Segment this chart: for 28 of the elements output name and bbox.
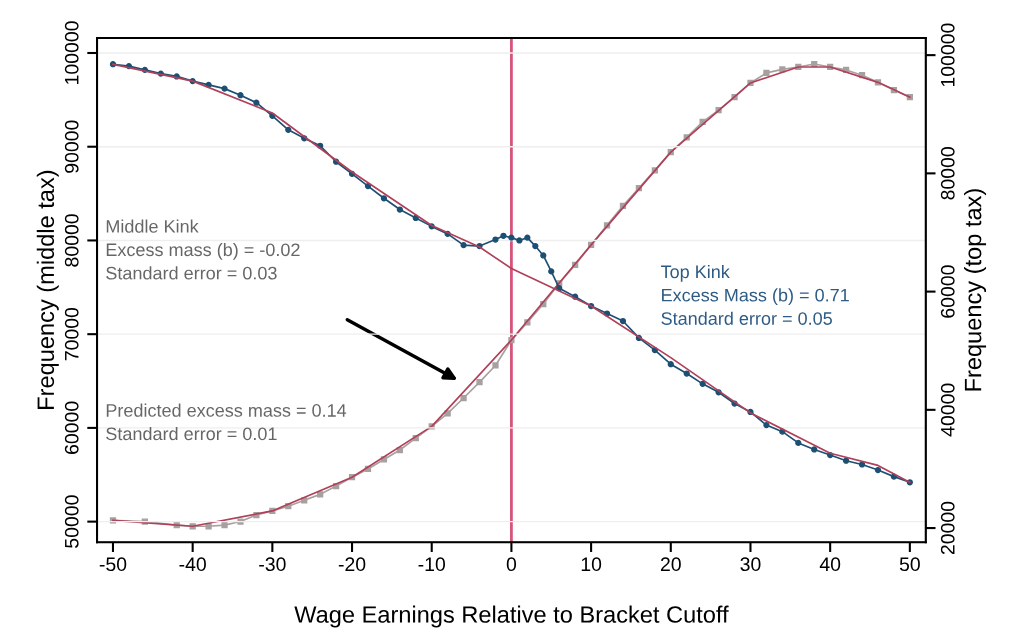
x-tick-label: 0 <box>506 557 517 572</box>
y-tick-label: 100000 <box>64 21 79 84</box>
y2-tick-label: 40000 <box>940 383 955 437</box>
y-tick-label: 80000 <box>64 214 79 267</box>
y2-tick-label: 100000 <box>940 23 955 87</box>
y-tick-label: 70000 <box>64 307 79 361</box>
annotation: Top Kink Excess Mass (b) = 0.71 Standard error = 0.05 <box>660 264 849 325</box>
y-tick-label: 60000 <box>64 401 79 454</box>
x-tick-label: 20 <box>660 557 681 572</box>
x-tick-label: -40 <box>179 557 206 572</box>
y-tick-label: 90000 <box>64 120 79 173</box>
y2-tick-label: 20000 <box>940 501 955 555</box>
x-tick-label: 10 <box>581 557 602 572</box>
y2-tick-label: 60000 <box>940 265 955 318</box>
y-tick-label: 50000 <box>64 495 79 548</box>
x-tick-label: -30 <box>259 557 286 572</box>
x-tick-label: 30 <box>740 557 761 572</box>
x-tick-label: 40 <box>819 557 841 572</box>
y2-axis-title: Frequency (top tax) <box>964 189 987 391</box>
annotation: Middle Kink Excess mass (b) = -0.02 Standard error = 0.03 <box>106 219 300 280</box>
x-tick-label: -50 <box>99 557 127 572</box>
x-tick-label: -20 <box>338 557 366 572</box>
x-axis-title: Wage Earnings Relative to Bracket Cutoff <box>294 605 729 628</box>
x-tick-label: -10 <box>418 557 446 572</box>
y2-tick-label: 80000 <box>940 147 955 200</box>
annotation: Predicted excess mass = 0.14 Standard error = 0.01 <box>106 403 347 441</box>
x-tick-label: 50 <box>899 557 920 572</box>
y-axis-title: Frequency (middle tax) <box>36 170 59 409</box>
